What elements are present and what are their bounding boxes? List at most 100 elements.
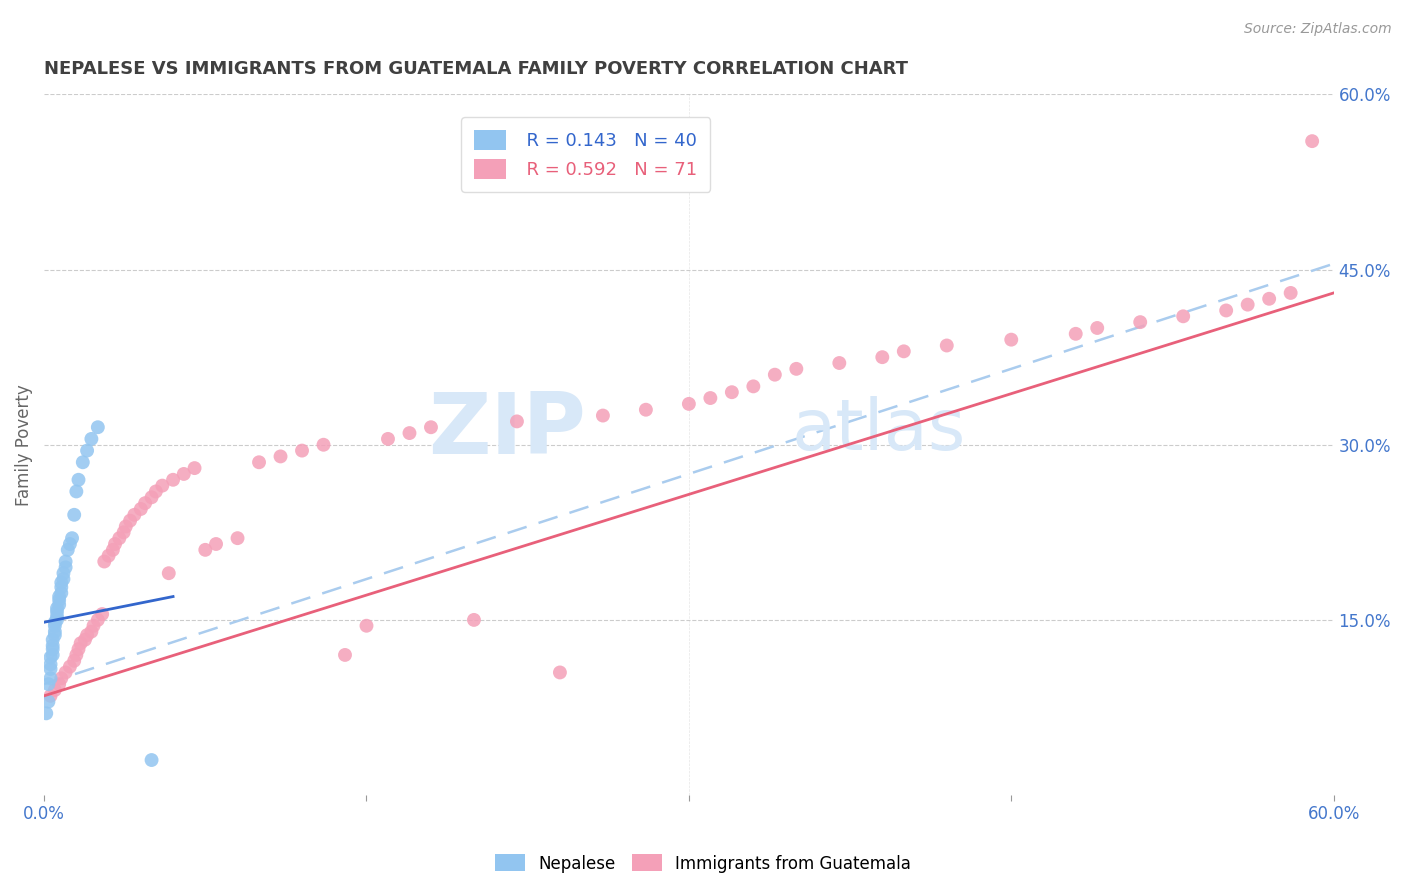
Point [935, 338, 957, 352]
Point [124, 508, 146, 522]
Point [1173, 310, 1195, 324]
Point [91, 607, 114, 621]
Point [141, 753, 163, 767]
Point [55, 665, 77, 680]
Point [226, 531, 249, 545]
Point [44, 619, 66, 633]
Point [51, 580, 73, 594]
Point [39, 650, 62, 665]
Point [420, 420, 443, 434]
Point [101, 542, 124, 557]
Point [59, 537, 82, 551]
Point [52, 566, 75, 581]
Point [356, 619, 378, 633]
Point [150, 478, 173, 492]
Point [114, 519, 136, 533]
Point [108, 531, 131, 545]
Point [63, 508, 86, 522]
Point [65, 648, 87, 662]
Point [112, 525, 135, 540]
Point [76, 628, 98, 642]
Point [44, 628, 66, 642]
Point [39, 671, 62, 685]
Point [270, 450, 292, 464]
Point [398, 426, 420, 441]
Point [46, 605, 69, 619]
Point [463, 613, 485, 627]
Point [51, 575, 73, 590]
Point [1301, 134, 1323, 148]
Point [39, 689, 62, 703]
Point [145, 484, 167, 499]
Point [41, 642, 63, 657]
Point [52, 572, 75, 586]
Point [134, 496, 156, 510]
Point [506, 414, 529, 428]
Point [548, 665, 571, 680]
Point [141, 491, 163, 505]
Point [1236, 298, 1258, 312]
Point [69, 636, 91, 650]
Point [678, 397, 700, 411]
Point [104, 537, 127, 551]
Point [56, 542, 79, 557]
Point [893, 344, 915, 359]
Point [44, 683, 66, 698]
Point [205, 537, 228, 551]
Y-axis label: Family Poverty: Family Poverty [15, 384, 32, 506]
Point [634, 402, 657, 417]
Point [41, 632, 63, 647]
Point [1215, 303, 1237, 318]
Point [183, 461, 205, 475]
Point [60, 531, 83, 545]
Point [55, 560, 77, 574]
Point [1085, 321, 1108, 335]
Point [1064, 326, 1087, 341]
Point [73, 632, 96, 647]
Point [87, 613, 110, 627]
Point [80, 432, 103, 446]
Point [44, 624, 66, 639]
Point [247, 455, 270, 469]
Point [1129, 315, 1152, 329]
Point [41, 639, 63, 653]
Point [76, 443, 98, 458]
Point [93, 555, 115, 569]
Point [72, 455, 94, 469]
Point [48, 590, 70, 604]
Point [41, 648, 63, 662]
Point [48, 598, 70, 612]
Legend:   R = 0.143   N = 40,   R = 0.592   N = 71: R = 0.143 N = 40, R = 0.592 N = 71 [461, 118, 710, 192]
Point [65, 484, 87, 499]
Text: ZIP: ZIP [427, 389, 586, 472]
Text: atlas: atlas [792, 396, 966, 466]
Point [1000, 333, 1022, 347]
Point [872, 350, 894, 364]
Point [39, 662, 62, 676]
Point [44, 615, 66, 630]
Point [39, 657, 62, 672]
Point [828, 356, 851, 370]
Point [35, 706, 58, 721]
Point [1258, 292, 1281, 306]
Point [46, 601, 69, 615]
Point [157, 566, 180, 581]
Point [63, 654, 86, 668]
Point [67, 473, 90, 487]
Point [699, 391, 721, 405]
Point [785, 362, 807, 376]
Point [51, 586, 73, 600]
Point [162, 473, 184, 487]
Point [592, 409, 614, 423]
Point [37, 695, 59, 709]
Point [83, 619, 105, 633]
Point [173, 467, 195, 481]
Point [1279, 285, 1302, 300]
Point [48, 593, 70, 607]
Text: NEPALESE VS IMMIGRANTS FROM GUATEMALA FAMILY POVERTY CORRELATION CHART: NEPALESE VS IMMIGRANTS FROM GUATEMALA FA… [44, 60, 908, 78]
Point [46, 613, 69, 627]
Point [37, 677, 59, 691]
Point [59, 659, 82, 673]
Point [763, 368, 786, 382]
Point [48, 677, 70, 691]
